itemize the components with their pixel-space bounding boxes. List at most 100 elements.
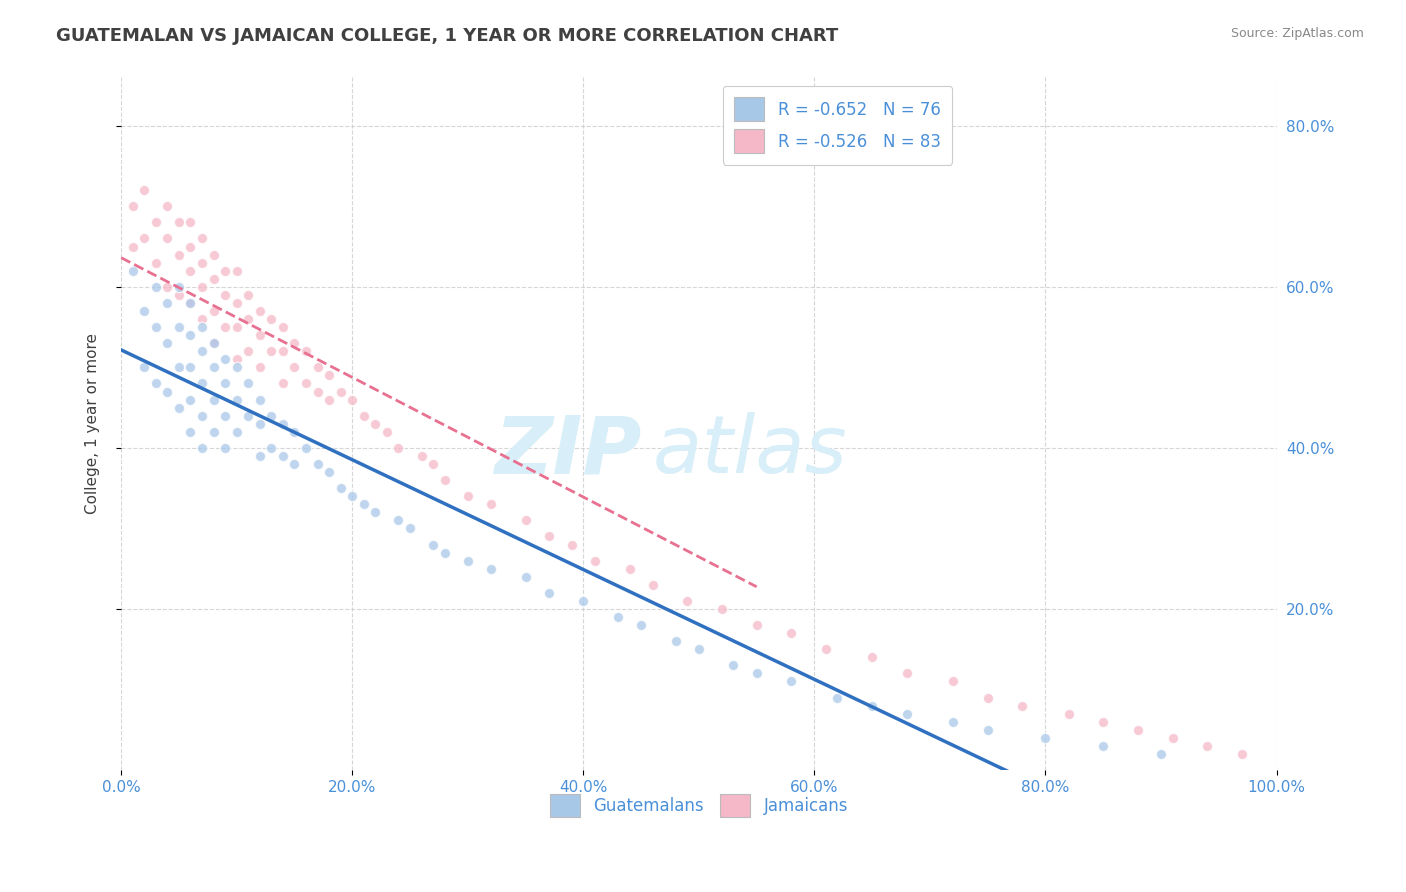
Point: [214, 352, 236, 367]
Point: [479, 497, 502, 511]
Point: [342, 489, 364, 503]
Point: [479, 562, 502, 576]
Point: [896, 706, 918, 721]
Point: [179, 296, 201, 310]
Point: [156, 231, 179, 245]
Point: [710, 602, 733, 616]
Point: [225, 425, 247, 439]
Point: [145, 215, 167, 229]
Point: [249, 417, 271, 431]
Point: [202, 304, 225, 318]
Point: [202, 247, 225, 261]
Point: [238, 409, 260, 423]
Text: GUATEMALAN VS JAMAICAN COLLEGE, 1 YEAR OR MORE CORRELATION CHART: GUATEMALAN VS JAMAICAN COLLEGE, 1 YEAR O…: [56, 27, 838, 45]
Point: [353, 497, 375, 511]
Point: [641, 578, 664, 592]
Point: [167, 320, 190, 334]
Point: [896, 666, 918, 681]
Point: [353, 409, 375, 423]
Point: [318, 465, 340, 479]
Point: [225, 320, 247, 334]
Point: [156, 296, 179, 310]
Point: [271, 449, 294, 463]
Point: [665, 634, 688, 648]
Point: [156, 336, 179, 351]
Point: [249, 449, 271, 463]
Point: [179, 360, 201, 375]
Point: [260, 409, 283, 423]
Point: [145, 255, 167, 269]
Point: [202, 336, 225, 351]
Point: [134, 183, 156, 197]
Point: [375, 425, 398, 439]
Point: [780, 674, 803, 689]
Point: [318, 368, 340, 383]
Point: [249, 328, 271, 343]
Point: [191, 409, 214, 423]
Point: [271, 417, 294, 431]
Point: [121, 199, 143, 213]
Point: [238, 344, 260, 359]
Point: [260, 344, 283, 359]
Point: [191, 320, 214, 334]
Point: [457, 489, 479, 503]
Point: [214, 376, 236, 391]
Point: [191, 280, 214, 294]
Point: [364, 505, 387, 519]
Point: [1057, 706, 1080, 721]
Point: [225, 360, 247, 375]
Point: [283, 425, 305, 439]
Point: [1092, 714, 1115, 729]
Point: [238, 376, 260, 391]
Point: [607, 610, 630, 624]
Point: [134, 304, 156, 318]
Point: [583, 553, 606, 567]
Point: [249, 392, 271, 407]
Point: [676, 594, 699, 608]
Point: [202, 360, 225, 375]
Point: [307, 457, 329, 471]
Point: [723, 658, 745, 673]
Point: [271, 344, 294, 359]
Point: [572, 594, 595, 608]
Point: [283, 457, 305, 471]
Point: [1150, 747, 1173, 761]
Point: [191, 376, 214, 391]
Point: [145, 376, 167, 391]
Point: [1161, 731, 1184, 745]
Point: [156, 384, 179, 399]
Point: [318, 392, 340, 407]
Point: [134, 231, 156, 245]
Point: [179, 392, 201, 407]
Text: ZIP: ZIP: [494, 412, 641, 491]
Point: [134, 360, 156, 375]
Point: [214, 320, 236, 334]
Point: [342, 392, 364, 407]
Point: [364, 417, 387, 431]
Point: [329, 384, 352, 399]
Point: [121, 263, 143, 277]
Point: [167, 288, 190, 302]
Point: [191, 344, 214, 359]
Point: [179, 296, 201, 310]
Point: [561, 537, 583, 551]
Point: [179, 263, 201, 277]
Point: [225, 296, 247, 310]
Point: [225, 263, 247, 277]
Point: [976, 723, 998, 737]
Point: [167, 215, 190, 229]
Point: [145, 320, 167, 334]
Point: [202, 425, 225, 439]
Point: [399, 521, 422, 535]
Point: [145, 280, 167, 294]
Point: [179, 425, 201, 439]
Text: Source: ZipAtlas.com: Source: ZipAtlas.com: [1230, 27, 1364, 40]
Point: [260, 441, 283, 455]
Point: [942, 674, 965, 689]
Point: [179, 328, 201, 343]
Point: [167, 401, 190, 415]
Point: [619, 562, 641, 576]
Point: [214, 288, 236, 302]
Point: [249, 360, 271, 375]
Point: [1126, 723, 1149, 737]
